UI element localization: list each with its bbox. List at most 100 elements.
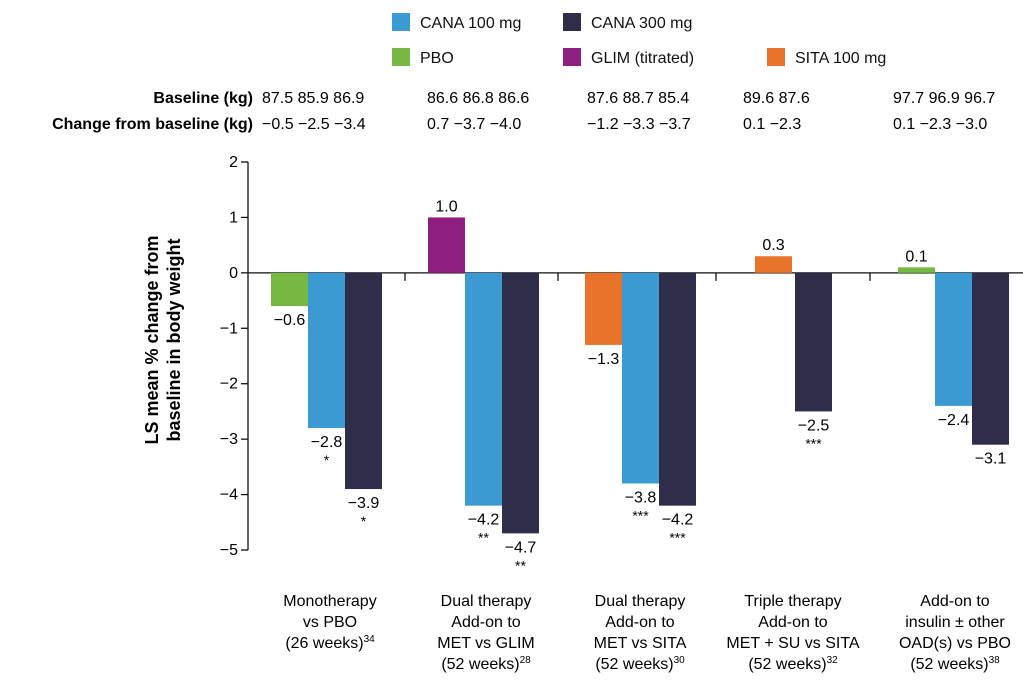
- category-label-line: (26 weeks): [285, 635, 363, 652]
- bar-cana300: [659, 272, 696, 506]
- y-tick-label: −2: [220, 376, 238, 393]
- bar-value-label: 0.3: [762, 237, 784, 254]
- bar-label-halo: [621, 487, 660, 508]
- bar-pbo: [898, 267, 935, 273]
- reference-superscript: 28: [520, 655, 532, 666]
- bar-value-label: −4.2: [662, 512, 694, 529]
- significance-marker: *: [324, 452, 330, 468]
- category-label-line: Add-on to: [758, 614, 827, 631]
- bar-cana300: [345, 272, 382, 490]
- bar-value-label: −0.6: [274, 312, 306, 329]
- significance-marker: ***: [669, 530, 686, 546]
- bar-cana300: [795, 272, 832, 412]
- bar-label-halo: [794, 415, 833, 436]
- category-label-line: Add-on to: [920, 593, 989, 610]
- legend-swatch-glim: [563, 48, 581, 66]
- significance-marker: *: [361, 513, 367, 529]
- category-label: Dual therapy Add-on to MET vs GLIM (52 week…: [437, 593, 535, 673]
- category-label-line: Dual therapy: [441, 593, 532, 610]
- category-label-line: (52 weeks): [441, 656, 519, 673]
- bar-value-label: −2.4: [938, 412, 970, 429]
- bar-value-label: −2.8: [311, 434, 343, 451]
- category-label-line: Triple therapy: [744, 593, 841, 610]
- legend-label-sita: SITA 100 mg: [795, 50, 886, 67]
- bar-label-halo: [934, 409, 973, 430]
- change-value: 0.1 −2.3 −3.0: [893, 116, 987, 133]
- change-value: 0.7 −3.7 −4.0: [427, 116, 521, 133]
- baseline-value: 97.7 96.9 96.7: [893, 90, 995, 107]
- bar-label-halo: [584, 348, 623, 369]
- bar-label-halo: [658, 509, 697, 530]
- bar-label-halo: [307, 432, 346, 453]
- significance-marker: **: [515, 557, 526, 573]
- legend-label-cana300: CANA 300 mg: [591, 15, 692, 32]
- significance-marker: ***: [805, 435, 822, 451]
- legend-swatch-pbo: [392, 48, 410, 66]
- y-tick-label: −5: [220, 542, 238, 559]
- y-tick-label: −4: [220, 487, 238, 504]
- category-label-line: MET vs GLIM: [437, 635, 535, 652]
- bar-sita: [755, 256, 792, 273]
- category-label-line: (52 weeks): [595, 656, 673, 673]
- bar-value-label: 1.0: [435, 198, 457, 215]
- legend-swatch-cana300: [563, 13, 581, 31]
- category-label-line: (52 weeks): [748, 656, 826, 673]
- reference-superscript: 34: [364, 634, 376, 645]
- change-value: 0.1 −2.3: [743, 116, 801, 133]
- category-label-line: Add-on to: [605, 614, 674, 631]
- category-label-line: MET + SU vs SITA: [726, 635, 860, 652]
- bar-label-halo: [971, 448, 1010, 469]
- reference-superscript: 30: [674, 655, 686, 666]
- baseline-row-label: Baseline (kg): [153, 90, 253, 107]
- bar-value-label: −4.7: [505, 539, 537, 556]
- bar-value-label: −3.1: [975, 451, 1007, 468]
- y-tick-label: 1: [229, 209, 238, 226]
- bar-cana100: [465, 272, 502, 506]
- category-label-line: OAD(s) vs PBO: [899, 635, 1011, 652]
- baseline-value: 87.6 88.7 85.4: [587, 90, 689, 107]
- category-label-line: Add-on to: [451, 614, 520, 631]
- reference-superscript: 38: [989, 655, 1001, 666]
- baseline-value: 89.6 87.6: [743, 90, 810, 107]
- bar-label-halo: [501, 537, 540, 558]
- bar-value-label: −2.5: [798, 417, 830, 434]
- bar-label-halo: [464, 509, 503, 530]
- y-tick-label: 2: [229, 154, 238, 171]
- bar-cana300: [972, 272, 1009, 445]
- bar-value-label: −3.8: [625, 489, 657, 506]
- category-label-line: Monotherapy: [283, 593, 376, 610]
- bar-cana300: [502, 272, 539, 534]
- category-label-line: Dual therapy: [595, 593, 686, 610]
- category-label: Add-on to insulin ± other OAD(s) vs PBO (52…: [899, 593, 1011, 673]
- bar-value-label: −1.3: [588, 351, 620, 368]
- change-value: −0.5 −2.5 −3.4: [262, 116, 366, 133]
- baseline-value: 87.5 85.9 86.9: [262, 90, 364, 107]
- category-label: Triple therapy Add-on to MET + SU vs SITA (…: [726, 593, 860, 673]
- y-tick-label: −1: [220, 320, 238, 337]
- change-value: −1.2 −3.3 −3.7: [587, 116, 691, 133]
- legend-label-glim: GLIM (titrated): [591, 50, 694, 67]
- reference-superscript: 32: [827, 655, 839, 666]
- category-label: Monotherapy vs PBO (26 weeks)34: [283, 593, 376, 652]
- y-tick-label: 0: [229, 265, 238, 282]
- bar-cana100: [935, 272, 972, 406]
- bar-label-halo: [270, 310, 309, 331]
- y-tick-label: −3: [220, 431, 238, 448]
- significance-marker: **: [478, 530, 489, 546]
- bar-pbo: [271, 272, 308, 307]
- bar-sita: [585, 272, 622, 345]
- category-label-line: insulin ± other: [905, 614, 1005, 631]
- bar-label-halo: [344, 493, 383, 514]
- y-axis-title: LS mean % change from baseline in body we…: [142, 235, 184, 444]
- significance-marker: ***: [632, 507, 649, 523]
- legend-swatch-sita: [767, 48, 785, 66]
- legend-swatch-cana100: [392, 13, 410, 31]
- change-row-label: Change from baseline (kg): [52, 116, 253, 133]
- category-label-line: MET vs SITA: [594, 635, 687, 652]
- bar-cana100: [308, 272, 345, 429]
- bar-value-label: 0.1: [905, 248, 927, 265]
- bar-value-label: −4.2: [468, 512, 500, 529]
- bar-cana100: [622, 272, 659, 484]
